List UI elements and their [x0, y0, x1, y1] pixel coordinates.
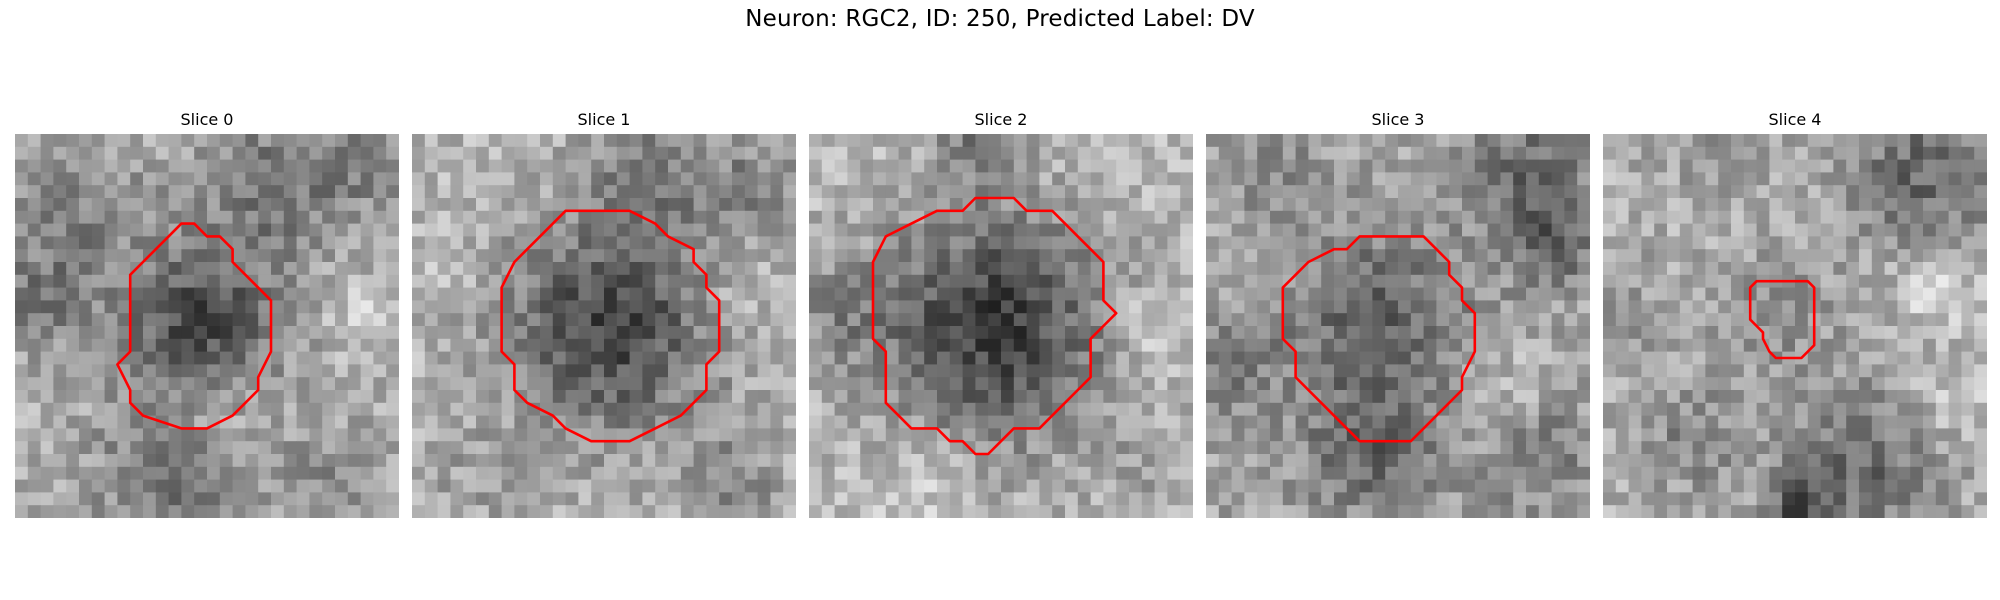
- neuron-contour: [117, 224, 271, 429]
- slice-panel-4: Slice 4: [1603, 108, 1987, 518]
- neuron-contour: [1750, 281, 1814, 358]
- slice-title-2: Slice 2: [974, 110, 1028, 129]
- figure-title: Neuron: RGC2, ID: 250, Predicted Label: …: [745, 6, 1255, 32]
- neuron-contour: [1283, 236, 1475, 441]
- slice-image-3: [1206, 134, 1590, 518]
- slice-title-1: Slice 1: [577, 110, 631, 129]
- grayscale-pixel-grid: [1206, 134, 1590, 518]
- slice-image-2: [809, 134, 1193, 518]
- slice-panel-1: Slice 1: [412, 108, 796, 518]
- slice-panel-2: Slice 2: [809, 108, 1193, 518]
- slice-title-0: Slice 0: [180, 110, 234, 129]
- slice-image-0: [15, 134, 399, 518]
- slice-image-1: [412, 134, 796, 518]
- slice-panel-3: Slice 3: [1206, 108, 1590, 518]
- neuron-contour: [502, 211, 720, 441]
- slice-title-3: Slice 3: [1371, 110, 1425, 129]
- grayscale-pixel-grid: [412, 134, 796, 518]
- grayscale-pixel-grid: [15, 134, 399, 518]
- slice-image-4: [1603, 134, 1987, 518]
- neuron-contour: [873, 198, 1116, 454]
- slice-title-4: Slice 4: [1768, 110, 1822, 129]
- grayscale-pixel-grid: [1603, 134, 1987, 518]
- grayscale-pixel-grid: [809, 134, 1193, 518]
- slice-panel-0: Slice 0: [15, 108, 399, 518]
